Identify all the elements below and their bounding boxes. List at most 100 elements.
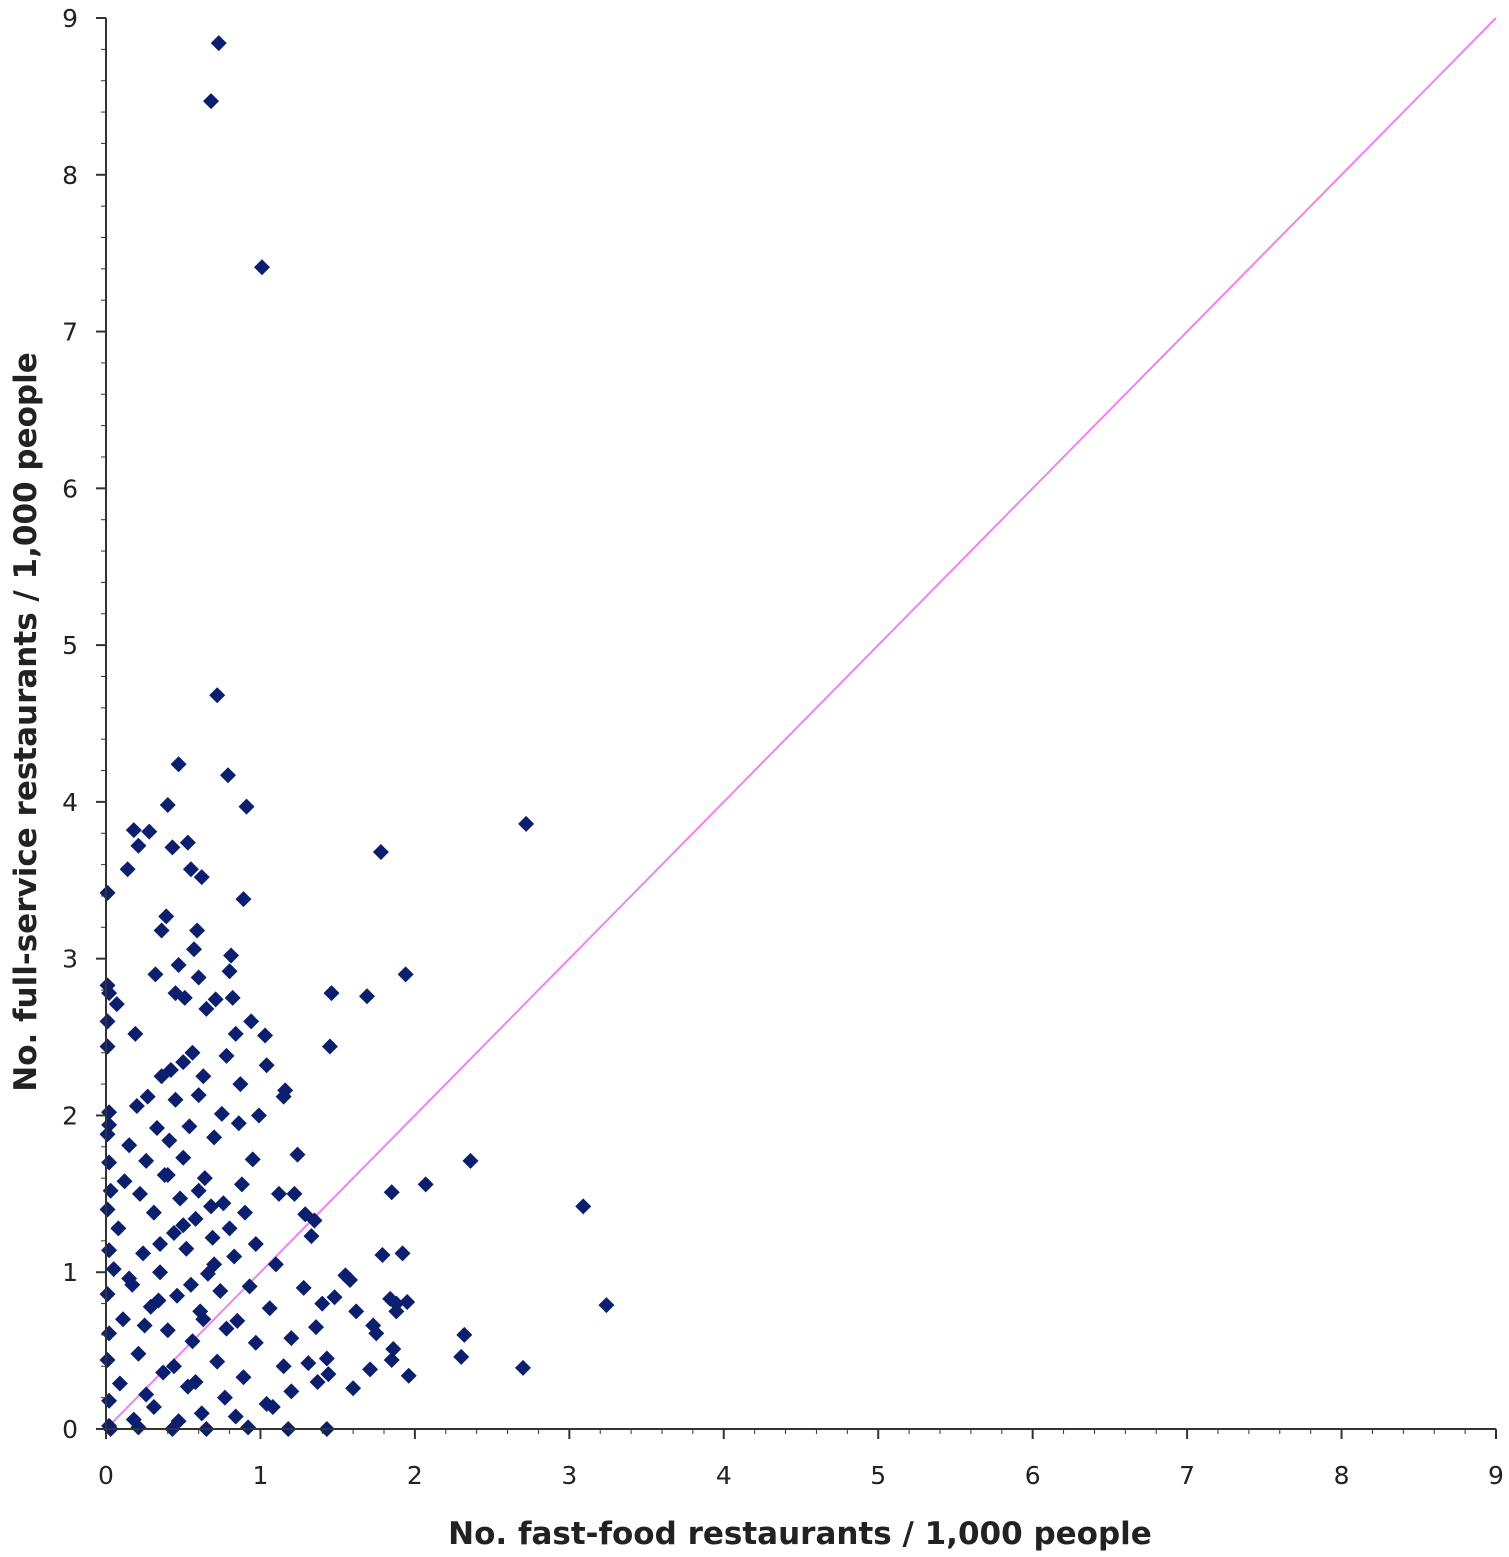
data-point bbox=[223, 947, 240, 964]
data-point bbox=[206, 1129, 223, 1146]
data-point bbox=[345, 1380, 362, 1397]
data-point bbox=[108, 996, 125, 1013]
data-point bbox=[99, 884, 116, 901]
y-tick-label: 1 bbox=[62, 1258, 78, 1287]
axes-layer: 0 1 2 3 4 5 6 7 8 9 0 1 2 3 4 5 6 7 8 9 bbox=[62, 4, 1504, 1490]
y-tick-label: 2 bbox=[62, 1101, 78, 1130]
data-point bbox=[125, 822, 142, 839]
data-point bbox=[187, 1210, 204, 1227]
diagonal-reference-layer bbox=[105, 17, 1497, 1430]
x-tick-label: 2 bbox=[407, 1461, 423, 1490]
data-point bbox=[175, 1054, 192, 1071]
data-point bbox=[99, 1201, 116, 1218]
data-point bbox=[130, 1419, 147, 1436]
data-point bbox=[195, 1068, 212, 1085]
y-tick-label: 6 bbox=[62, 474, 78, 503]
data-point bbox=[233, 1176, 250, 1193]
data-point bbox=[187, 1373, 204, 1390]
data-point bbox=[159, 1167, 176, 1184]
y-tick-label: 4 bbox=[62, 788, 78, 817]
data-point bbox=[99, 1126, 116, 1143]
data-point bbox=[224, 989, 241, 1006]
data-point bbox=[159, 1322, 176, 1339]
data-point bbox=[135, 1245, 152, 1262]
data-point bbox=[326, 1289, 343, 1306]
x-tick-label: 0 bbox=[98, 1461, 114, 1490]
data-point bbox=[267, 1256, 284, 1273]
data-point bbox=[193, 1405, 210, 1422]
data-point bbox=[218, 1320, 235, 1337]
data-point bbox=[314, 1295, 331, 1312]
data-point bbox=[218, 1047, 235, 1064]
data-point bbox=[147, 966, 164, 983]
data-point bbox=[226, 1248, 243, 1265]
data-point bbox=[111, 1375, 128, 1392]
x-tick-label: 5 bbox=[870, 1461, 886, 1490]
data-point bbox=[232, 1076, 249, 1093]
data-point bbox=[286, 1185, 303, 1202]
data-point bbox=[212, 1283, 229, 1300]
data-point bbox=[209, 1353, 226, 1370]
data-point bbox=[374, 1246, 391, 1263]
data-point bbox=[253, 259, 270, 276]
data-point bbox=[101, 1154, 118, 1171]
data-point bbox=[216, 1389, 233, 1406]
data-point bbox=[153, 922, 170, 939]
data-point bbox=[139, 1088, 156, 1105]
data-point bbox=[215, 1195, 232, 1212]
data-point bbox=[244, 1151, 261, 1168]
data-point bbox=[238, 798, 255, 815]
data-point bbox=[394, 1245, 411, 1262]
data-point bbox=[172, 1190, 189, 1207]
data-point bbox=[153, 1068, 170, 1085]
data-point bbox=[164, 839, 181, 856]
data-point bbox=[170, 956, 187, 973]
data-point bbox=[456, 1326, 473, 1343]
data-point bbox=[518, 815, 535, 832]
data-point bbox=[275, 1358, 292, 1375]
data-point bbox=[190, 969, 207, 986]
data-point bbox=[247, 1334, 264, 1351]
data-point bbox=[175, 1217, 192, 1234]
data-point bbox=[130, 837, 147, 854]
data-point bbox=[235, 1369, 252, 1386]
data-point bbox=[179, 834, 196, 851]
data-point bbox=[167, 1091, 184, 1108]
data-point bbox=[105, 1261, 122, 1278]
data-point bbox=[575, 1198, 592, 1215]
data-point bbox=[101, 1325, 118, 1342]
data-point bbox=[240, 1419, 257, 1436]
data-point bbox=[165, 1225, 182, 1242]
data-point bbox=[318, 1350, 335, 1367]
data-point bbox=[300, 1355, 317, 1372]
data-point bbox=[309, 1373, 326, 1390]
data-point bbox=[397, 966, 414, 983]
data-point bbox=[145, 1399, 162, 1416]
data-point bbox=[227, 1408, 244, 1425]
data-point bbox=[198, 1000, 215, 1017]
data-point bbox=[159, 797, 176, 814]
y-tick-label: 7 bbox=[62, 318, 78, 347]
y-tick-label: 5 bbox=[62, 631, 78, 660]
y-tick-label: 8 bbox=[62, 161, 78, 190]
data-point bbox=[453, 1348, 470, 1365]
data-point bbox=[152, 1236, 169, 1253]
data-point bbox=[372, 844, 389, 861]
data-point bbox=[320, 1366, 337, 1383]
data-point bbox=[131, 1185, 148, 1202]
data-point bbox=[275, 1088, 292, 1105]
data-point bbox=[119, 861, 136, 878]
data-point bbox=[196, 1170, 213, 1187]
data-point bbox=[400, 1367, 417, 1384]
y-axis-title: No. full-service restaurants / 1,000 peo… bbox=[8, 352, 44, 1092]
data-point bbox=[235, 891, 252, 908]
data-point bbox=[227, 1025, 244, 1042]
data-point bbox=[169, 1287, 186, 1304]
data-point bbox=[229, 1312, 246, 1329]
data-point bbox=[383, 1352, 400, 1369]
data-point bbox=[270, 1185, 287, 1202]
data-point bbox=[303, 1228, 320, 1245]
data-point bbox=[250, 1107, 267, 1124]
data-point bbox=[598, 1297, 615, 1314]
